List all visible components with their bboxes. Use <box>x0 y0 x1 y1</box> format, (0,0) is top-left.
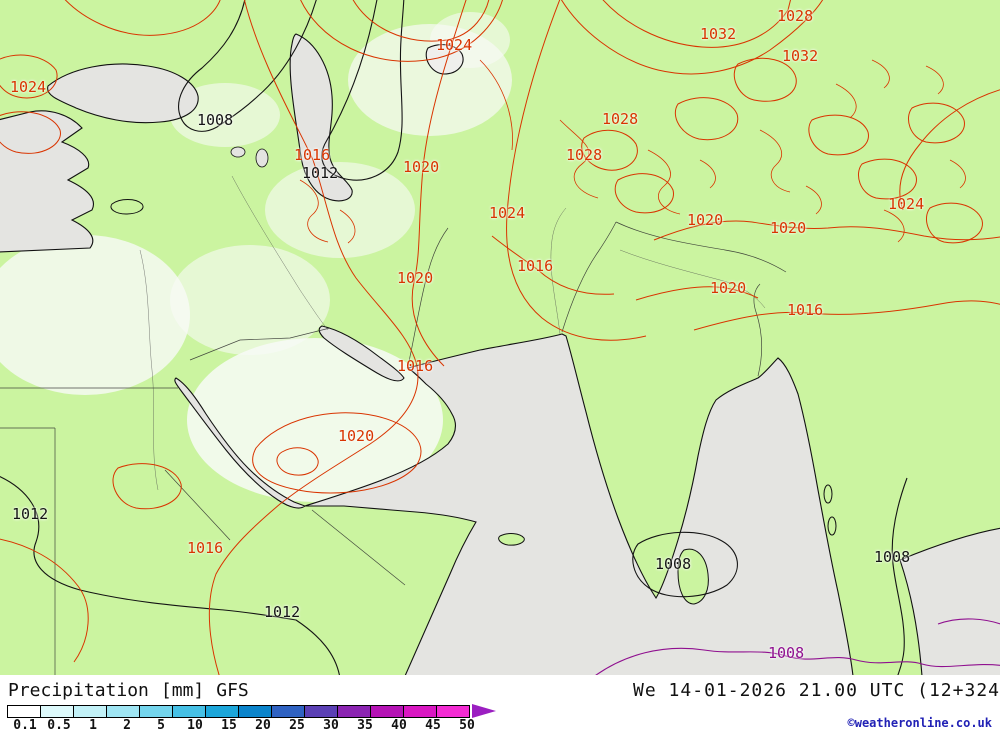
footer: Precipitation [mm] GFS We 14-01-2026 21.00… <box>0 675 1000 733</box>
contour-label: 1012 <box>264 603 301 621</box>
legend-label: 2 <box>123 718 131 733</box>
sea-caspian <box>289 33 353 202</box>
legend-swatch <box>370 704 404 718</box>
sea-black-sea <box>47 63 199 124</box>
map-svg <box>0 0 1000 675</box>
island-cyprus <box>110 199 144 215</box>
legend-label: 40 <box>391 718 407 733</box>
contour-label: 1028 <box>777 7 814 25</box>
sea-mediterranean <box>0 110 94 253</box>
purple-isobars <box>595 618 1000 675</box>
legend-label: 45 <box>425 718 441 733</box>
copyright-link[interactable]: ©weatheronline.co.uk <box>847 716 993 730</box>
weather-map: 1024 1008 1016 1012 1024 1020 1024 1016 1028 1028… <box>0 0 1000 675</box>
contour-label: 1016 <box>187 539 224 557</box>
sea-persian-gulf <box>318 325 405 382</box>
legend-label: 1 <box>89 718 97 733</box>
legend-arrow <box>472 704 496 718</box>
legend-swatch <box>304 704 338 718</box>
legend-label: 5 <box>157 718 165 733</box>
contour-label: 1016 <box>294 146 331 164</box>
contour-label: 1016 <box>397 357 434 375</box>
lake-van <box>230 146 246 158</box>
red-isobars <box>0 0 1000 675</box>
legend-swatch <box>238 704 272 718</box>
legend-swatch <box>436 704 470 718</box>
contour-label: 1008 <box>197 111 234 129</box>
legend-label: 35 <box>357 718 373 733</box>
legend-swatch <box>40 704 74 718</box>
legend-swatch <box>172 704 206 718</box>
island-socotra <box>498 533 525 546</box>
legend-swatch <box>205 704 239 718</box>
contour-label: 1012 <box>302 164 339 182</box>
contour-label: 1028 <box>602 110 639 128</box>
black-isobars <box>0 0 908 675</box>
legend-label: 15 <box>221 718 237 733</box>
contour-label: 1028 <box>566 146 603 164</box>
island-andaman-1 <box>823 484 833 504</box>
contour-label: 1020 <box>338 427 375 445</box>
sea-gulf-of-thailand <box>899 527 1000 675</box>
legend-swatch <box>271 704 305 718</box>
legend-swatch <box>7 704 41 718</box>
contour-label: 1020 <box>687 211 724 229</box>
legend-swatches <box>7 704 470 718</box>
title-parameter: Precipitation <box>8 680 149 701</box>
contour-label: 1008 <box>655 555 692 573</box>
contour-label: 1020 <box>770 219 807 237</box>
legend-swatch <box>73 704 107 718</box>
map-title: Precipitation [mm] GFS <box>8 680 249 701</box>
contour-label: 1016 <box>517 257 554 275</box>
island-sri-lanka <box>677 548 709 605</box>
sea-shapes <box>0 33 1000 675</box>
contour-label: 1024 <box>888 195 925 213</box>
sea-red-sea <box>174 377 307 509</box>
contour-label: 1024 <box>489 204 526 222</box>
precip-scale <box>7 704 496 718</box>
river-tigris <box>231 175 329 331</box>
legend-label: 10 <box>187 718 203 733</box>
legend-label: 25 <box>289 718 305 733</box>
contour-label: 1016 <box>787 301 824 319</box>
sea-aral <box>425 44 464 75</box>
islands <box>110 199 837 605</box>
legend-swatch <box>139 704 173 718</box>
legend-label: 30 <box>323 718 339 733</box>
lakes <box>230 146 269 168</box>
contour-label: 1012 <box>12 505 49 523</box>
legend-swatch <box>106 704 140 718</box>
valid-datetime: We 14-01-2026 21.00 UTC (12+324 <box>633 680 1000 701</box>
contour-label: 1020 <box>710 279 747 297</box>
legend-label: 0.1 <box>13 718 37 733</box>
contour-label: 1024 <box>436 36 473 54</box>
contour-label: 1020 <box>403 158 440 176</box>
contour-label: 1032 <box>782 47 819 65</box>
legend-swatch <box>403 704 437 718</box>
contour-label: 1008 <box>874 548 911 566</box>
title-unit: [mm] <box>160 680 205 701</box>
legend-label: 50 <box>459 718 475 733</box>
contour-label: 1020 <box>397 269 434 287</box>
legend-label: 20 <box>255 718 271 733</box>
sea-arabian-indian <box>304 333 854 675</box>
contour-label: 1008 <box>768 644 805 662</box>
river-indus <box>550 207 567 335</box>
legend-labels: 0.1 0.5 1 2 5 10 15 20 25 30 35 40 45 50 <box>8 718 484 733</box>
contour-label: 1024 <box>10 78 47 96</box>
legend-label: 0.5 <box>47 718 71 733</box>
river-nile <box>139 249 159 491</box>
lake-urmia <box>255 148 269 168</box>
country-borders <box>0 221 787 675</box>
island-andaman-2 <box>827 516 837 536</box>
contour-label: 1032 <box>700 25 737 43</box>
title-model: GFS <box>216 680 249 701</box>
legend-swatch <box>337 704 371 718</box>
